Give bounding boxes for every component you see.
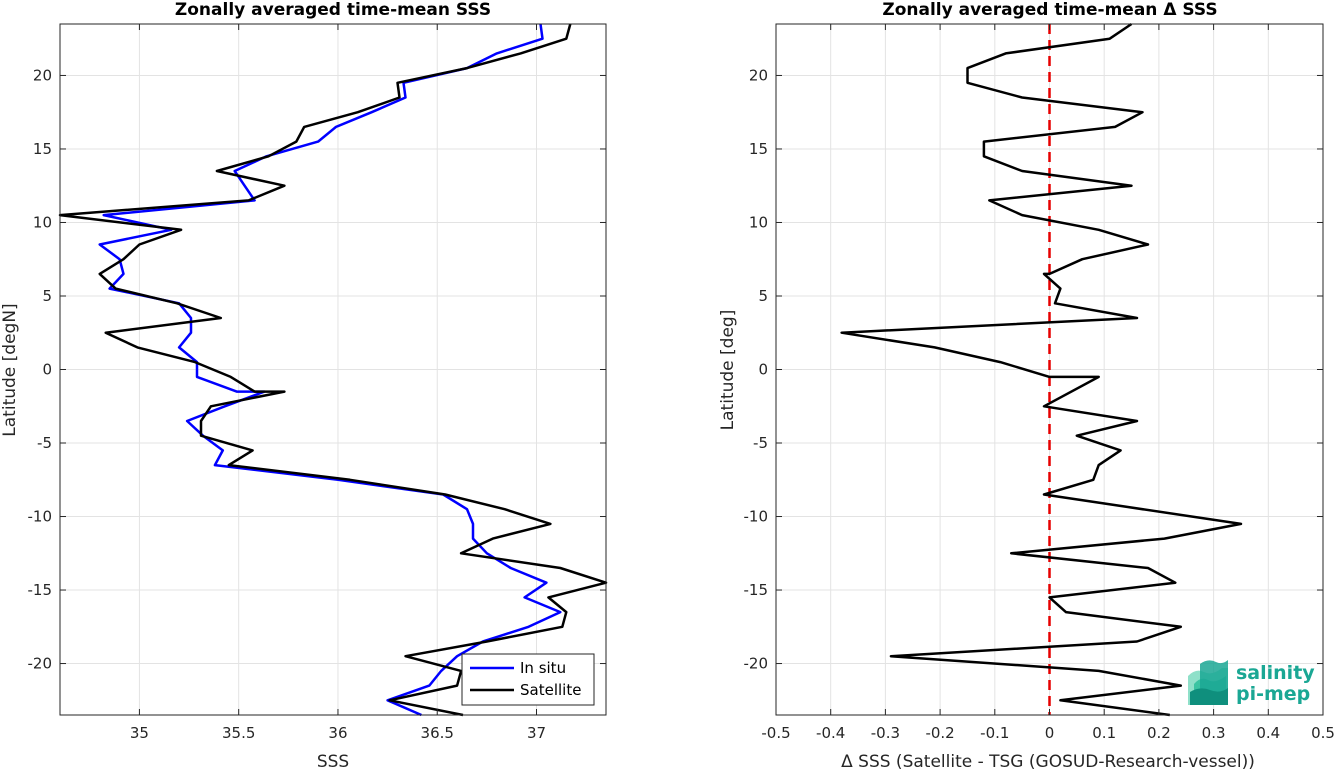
left-chart-title: Zonally averaged time-mean SSS [175, 0, 491, 20]
left-y-tick-label: -10 [28, 508, 53, 526]
right-y-tick-label: -15 [744, 581, 769, 599]
logo-wave-icon [1188, 660, 1228, 705]
left-chart-lines [58, 23, 608, 717]
right-x-tick-label: -0.2 [925, 724, 954, 742]
right-x-tick-label: 0 [1045, 724, 1055, 742]
right-y-tick-label: 5 [758, 287, 768, 305]
left-x-tick-label: 35.5 [222, 724, 255, 742]
left-chart-ticks: 35 35.5 36 36.5 37 -20 -15 -10 -5 0 5 10 15 20 [28, 24, 606, 742]
left-plot-box [59, 23, 607, 716]
right-y-axis-label: Latitude [deg] [718, 310, 738, 431]
right-x-tick-label: 0.1 [1092, 724, 1116, 742]
left-x-tick-label: 37 [527, 724, 546, 742]
right-x-tick-label: 0.3 [1202, 724, 1226, 742]
right-y-tick-label: 0 [758, 361, 768, 379]
right-y-tick-label: -5 [753, 434, 768, 452]
right-x-tick-label: -0.3 [871, 724, 900, 742]
left-series-line-in-situ [98, 23, 562, 717]
legend: In situ Satellite [461, 653, 595, 706]
right-chart-ticks: -0.5 -0.4 -0.3 -0.2 -0.1 0 0.1 0.2 0.3 0.4 0.5 -20 -… [744, 24, 1335, 742]
left-y-tick-label: 15 [33, 140, 52, 158]
right-x-tick-label: -0.1 [980, 724, 1009, 742]
left-y-tick-label: 10 [33, 213, 52, 231]
left-y-tick-label: 5 [42, 287, 52, 305]
left-y-tick-label: -5 [37, 434, 52, 452]
left-x-axis-label: SSS [317, 752, 349, 769]
right-y-tick-label: 10 [749, 213, 768, 231]
right-x-tick-label: 0.4 [1256, 724, 1280, 742]
right-x-tick-label: 0.2 [1147, 724, 1171, 742]
left-x-tick-label: 36.5 [421, 724, 454, 742]
right-chart-lines [840, 22, 1243, 717]
right-x-tick-label: -0.5 [761, 724, 790, 742]
left-y-tick-label: -20 [28, 655, 53, 673]
left-y-axis-label: Latitude [degN] [0, 303, 20, 436]
salinity-pi-mep-logo: salinity pi-mep [1188, 660, 1315, 705]
right-x-axis-label: Δ SSS (Satellite - TSG (GOSUD-Research-v… [841, 752, 1255, 769]
left-y-tick-label: -15 [28, 581, 53, 599]
right-y-tick-label: -20 [744, 655, 769, 673]
right-x-tick-label: 0.5 [1311, 724, 1335, 742]
legend-label-in-situ: In situ [520, 659, 566, 677]
left-x-tick-label: 36 [328, 724, 347, 742]
left-series-line-satellite [58, 23, 608, 717]
left-y-tick-label: 0 [42, 361, 52, 379]
left-x-tick-label: 35 [130, 724, 149, 742]
logo-text-line1: salinity [1236, 662, 1315, 684]
right-y-tick-label: -10 [744, 508, 769, 526]
left-chart-grid [60, 24, 606, 715]
right-series-line-series-0 [840, 22, 1243, 717]
right-chart-title: Zonally averaged time-mean Δ SSS [882, 0, 1217, 20]
right-y-tick-label: 15 [749, 140, 768, 158]
right-x-tick-label: -0.4 [816, 724, 845, 742]
legend-label-satellite: Satellite [520, 681, 581, 699]
legend-box [461, 653, 595, 706]
left-y-tick-label: 20 [33, 66, 52, 84]
logo-text-line2: pi-mep [1236, 683, 1310, 705]
right-plot-box [775, 23, 1324, 716]
right-y-tick-label: 20 [749, 66, 768, 84]
